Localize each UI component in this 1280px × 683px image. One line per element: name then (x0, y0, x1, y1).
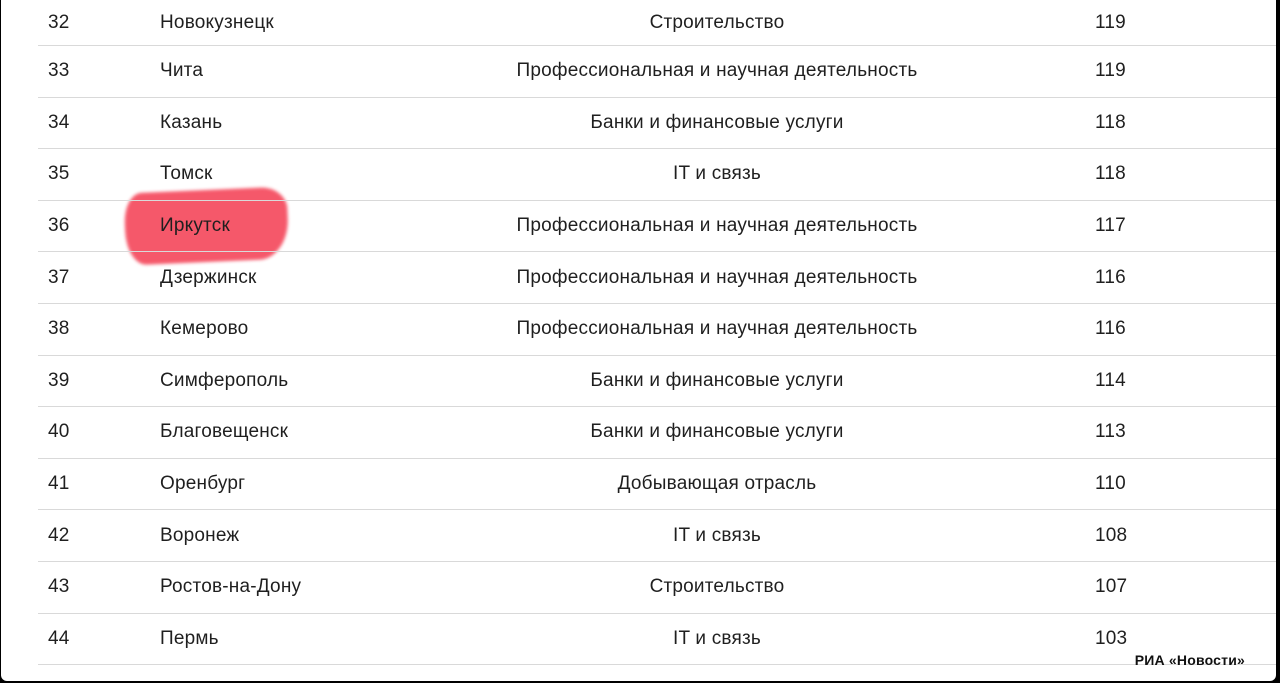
industry-cell: Строительство (649, 576, 785, 598)
city-cell: Казань (160, 111, 223, 133)
city-cell: Дзержинск (160, 266, 257, 288)
industry-cell: Профессиональная и научная деятельность (516, 60, 918, 82)
industry-cell: Профессиональная и научная деятельность (516, 215, 918, 237)
table-row: 34 Казань Банки и финансовые услуги 118 (38, 98, 1276, 150)
table-row: 35 Томск IT и связь 118 (38, 149, 1276, 201)
table-row: 33 Чита Профессиональная и научная деяте… (38, 46, 1276, 98)
city-cell: Благовещенск (160, 421, 289, 443)
table-row: 44 Пермь IT и связь 103 (38, 614, 1276, 666)
value-cell: 113 (1095, 421, 1126, 443)
table-row: 42 Воронеж IT и связь 108 (38, 510, 1276, 562)
rank-cell: 35 (48, 163, 70, 185)
rank-cell: 33 (48, 60, 70, 82)
source-watermark: РИА «Новости» (1134, 652, 1245, 668)
industry-cell: Банки и финансовые услуги (590, 369, 844, 391)
rank-cell: 39 (48, 369, 70, 391)
rank-cell: 32 (48, 11, 70, 33)
industry-cell: Профессиональная и научная деятельность (516, 318, 918, 340)
rank-cell: 42 (48, 524, 70, 546)
city-cell: Пермь (160, 627, 219, 649)
rank-cell: 44 (48, 627, 70, 649)
value-cell: 119 (1095, 11, 1126, 33)
table-row-highlighted: 36 Иркутск Профессиональная и научная де… (38, 201, 1276, 253)
value-cell: 108 (1095, 524, 1128, 546)
city-cell: Оренбург (160, 473, 246, 495)
city-cell: Чита (160, 60, 204, 82)
value-cell: 117 (1095, 215, 1126, 237)
city-cell: Воронеж (160, 524, 240, 546)
value-cell: 118 (1095, 111, 1126, 133)
industry-cell: IT и связь (673, 163, 761, 185)
city-cell: Ростов-на-Дону (160, 576, 302, 598)
rank-cell: 38 (48, 318, 70, 340)
value-cell: 107 (1095, 576, 1128, 598)
value-cell: 114 (1095, 369, 1126, 391)
ranking-table: 32 Новокузнецк Строительство 119 33 Чита… (38, 0, 1276, 666)
industry-cell: Банки и финансовые услуги (590, 421, 844, 443)
table-row: 43 Ростов-на-Дону Строительство 107 (38, 562, 1276, 614)
industry-cell: Банки и финансовые услуги (590, 111, 844, 133)
industry-cell: IT и связь (673, 524, 761, 546)
value-cell: 116 (1095, 266, 1126, 288)
city-cell: Томск (160, 163, 213, 185)
rank-cell: 43 (48, 576, 70, 598)
industry-cell: Строительство (649, 11, 785, 33)
industry-cell: IT и связь (673, 627, 761, 649)
industry-cell: Профессиональная и научная деятельность (516, 266, 918, 288)
rank-cell: 37 (48, 266, 70, 288)
value-cell: 116 (1095, 318, 1126, 340)
table-row: 41 Оренбург Добывающая отрасль 110 (38, 459, 1276, 511)
table-row: 40 Благовещенск Банки и финансовые услуг… (38, 407, 1276, 459)
city-cell: Новокузнецк (160, 11, 274, 33)
value-cell: 118 (1095, 163, 1126, 185)
table-row: 37 Дзержинск Профессиональная и научная … (38, 252, 1276, 304)
value-cell: 103 (1095, 627, 1128, 649)
rank-cell: 34 (48, 111, 70, 133)
table-row: 32 Новокузнецк Строительство 119 (38, 0, 1276, 46)
industry-cell: Добывающая отрасль (617, 473, 817, 495)
value-cell: 119 (1095, 60, 1126, 82)
rank-cell: 40 (48, 421, 70, 443)
city-cell: Симферополь (160, 369, 289, 391)
value-cell: 110 (1095, 473, 1126, 495)
table-row: 39 Симферополь Банки и финансовые услуги… (38, 356, 1276, 408)
city-cell: Кемерово (160, 318, 249, 340)
city-cell: Иркутск (160, 215, 230, 237)
rank-cell: 36 (48, 215, 70, 237)
rank-cell: 41 (48, 473, 70, 495)
table-row: 38 Кемерово Профессиональная и научная д… (38, 304, 1276, 356)
